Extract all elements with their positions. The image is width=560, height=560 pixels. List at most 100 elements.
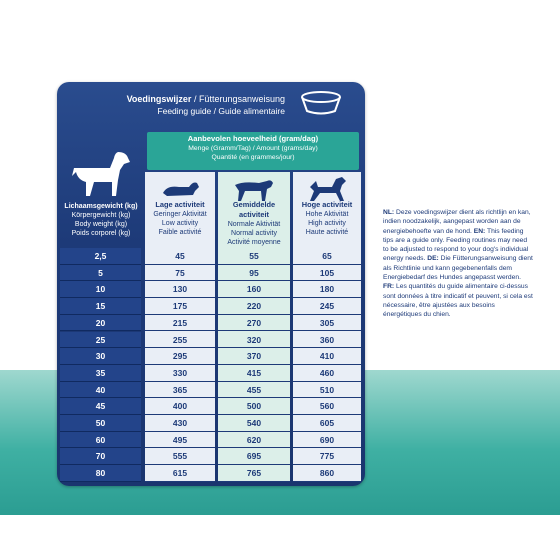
- weight-cell: 20: [60, 314, 141, 332]
- amount-cell: 410: [293, 348, 361, 365]
- header-line: Gemiddelde activiteit: [232, 200, 276, 219]
- column-header: Lage activiteit Geringer Aktivität Low act…: [145, 200, 215, 237]
- note-lang: DE:: [427, 255, 439, 263]
- amount-cell: 215: [145, 315, 215, 332]
- amount-cell: 415: [218, 365, 290, 382]
- header-line: Lage activiteit: [155, 200, 205, 209]
- note-text: Die Fütterungsanweisung dient als Richtl…: [383, 255, 533, 282]
- amount-cell: 765: [218, 465, 290, 482]
- weight-cell: 5: [60, 264, 141, 282]
- note-text: This feeding tips are a guide only. Feed…: [383, 227, 529, 263]
- note-lang: NL:: [383, 209, 395, 216]
- amount-cell: 455: [218, 382, 290, 399]
- weight-cell: 50: [60, 415, 141, 432]
- weight-cell: 70: [60, 448, 141, 466]
- header-line: Normale Aktivität: [227, 221, 281, 228]
- subtitle: Feeding guide / Guide alimentaire: [157, 106, 285, 116]
- amount-cell: 510: [293, 382, 361, 399]
- amount-cell: 75: [145, 265, 215, 282]
- note-text: Deze voedingswijzer dient als richtlijn …: [383, 209, 531, 235]
- header-line: Body weight (kg): [74, 221, 128, 228]
- amount-cell: 695: [218, 448, 290, 466]
- note-lang: FR:: [383, 283, 395, 291]
- amount-cell: 220: [218, 298, 290, 315]
- amount-cell: 860: [293, 465, 361, 482]
- amount-cell: 540: [218, 415, 290, 432]
- amount-cell: 400: [145, 398, 215, 415]
- column-bg: [293, 172, 361, 482]
- amount-cell: 160: [218, 281, 290, 299]
- weight-cell: 15: [60, 298, 141, 315]
- header-line: Hohe Aktivität: [305, 211, 349, 218]
- amount-cell: 555: [145, 448, 215, 466]
- amount-cell: 175: [145, 298, 215, 315]
- weight-cell: 30: [60, 348, 141, 365]
- amount-cell: 255: [145, 332, 215, 349]
- header-line: Geringer Aktivität: [153, 211, 207, 218]
- column-header: Hoge activiteit Hohe Aktivität High activi…: [293, 200, 361, 237]
- title: Voedingswijzer / Fütterungsanweisung: [55, 94, 285, 104]
- amount-cell: 270: [218, 315, 290, 332]
- weight-cell: 2,5: [60, 248, 141, 265]
- dog-icon: [163, 182, 199, 196]
- column-bg: [145, 172, 215, 482]
- amount-cell: 130: [145, 281, 215, 299]
- weight-cell: 25: [60, 331, 141, 349]
- header-line: Faible activité: [158, 229, 202, 236]
- header-line: Hoge activiteit: [301, 200, 353, 209]
- note: NL: Deze voedingswijzer dient als richtl…: [383, 208, 533, 320]
- column-bg: [218, 172, 290, 482]
- dog-icon: [235, 180, 273, 201]
- amount-cell: 365: [145, 382, 215, 399]
- recommendation-title: Aanbevolen hoeveelheid (gram/dag): [187, 134, 319, 143]
- weight-cell: 45: [60, 398, 141, 415]
- weight-cell: 40: [60, 381, 141, 399]
- recommendation-box: Aanbevolen hoeveelheid (gram/dag) Menge …: [147, 132, 359, 170]
- title-rest: / Fütterungsanweisung: [191, 94, 285, 104]
- amount-cell: 370: [218, 348, 290, 365]
- amount-cell: 500: [218, 398, 290, 415]
- amount-cell: 305: [293, 315, 361, 332]
- amount-cell: 45: [145, 248, 215, 265]
- weight-header: Lichaamsgewicht (kg) Körpergewicht (kg) Bo…: [58, 202, 144, 238]
- amount-cell: 430: [145, 415, 215, 432]
- amount-cell: 55: [218, 248, 290, 265]
- header-line: Activité moyenne: [227, 239, 281, 246]
- weight-cell: 35: [60, 364, 141, 382]
- header-line: Low activity: [161, 220, 199, 227]
- amount-cell: 95: [218, 265, 290, 282]
- header-line: Haute activité: [305, 229, 349, 236]
- amount-cell: 560: [293, 398, 361, 415]
- recommendation-line: Menge (Gramm/Tag) / Amount (grams/day): [188, 145, 318, 152]
- note-lang: EN:: [473, 227, 486, 235]
- header-line: High activity: [308, 220, 346, 227]
- title-bold: Voedingswijzer: [126, 94, 192, 104]
- amount-cell: 620: [218, 432, 290, 449]
- amount-cell: 495: [145, 432, 215, 449]
- amount-cell: 330: [145, 365, 215, 382]
- weight-cell: 60: [60, 431, 141, 449]
- amount-cell: 295: [145, 348, 215, 365]
- amount-cell: 460: [293, 365, 361, 382]
- dog-icon: [72, 152, 130, 196]
- header-line: Lichaamsgewicht (kg): [64, 203, 138, 210]
- recommendation-line: Quantité (en grammes/jour): [211, 154, 295, 161]
- header-line: Normal activity: [231, 230, 277, 237]
- dog-icon: [310, 177, 346, 201]
- header-line: Körpergewicht (kg): [71, 212, 131, 219]
- amount-cell: 65: [293, 248, 361, 265]
- amount-cell: 245: [293, 298, 361, 315]
- amount-cell: 775: [293, 448, 361, 466]
- amount-cell: 605: [293, 415, 361, 432]
- amount-cell: 360: [293, 332, 361, 349]
- header-line: Poids corporel (kg): [71, 230, 131, 237]
- weight-cell: 80: [60, 465, 141, 482]
- amount-cell: 690: [293, 432, 361, 449]
- amount-cell: 320: [218, 332, 290, 349]
- column-header: Gemiddelde activiteit Normale Aktivität No…: [218, 200, 290, 247]
- amount-cell: 615: [145, 465, 215, 482]
- amount-cell: 105: [293, 265, 361, 282]
- note-text: Les quantités du guide alimentaire ci-de…: [383, 283, 533, 319]
- weight-cell: 10: [60, 281, 141, 299]
